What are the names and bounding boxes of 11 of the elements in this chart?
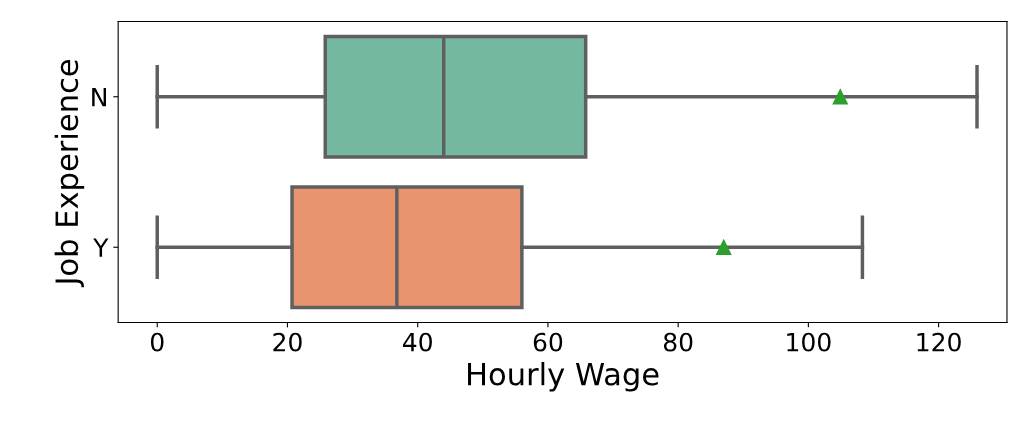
x-tick-label: 60 xyxy=(533,332,563,352)
x-tick-label: 0 xyxy=(150,332,164,352)
x-tick-label: 40 xyxy=(403,332,432,352)
x-tick-label: 80 xyxy=(663,332,693,352)
y-axis-title: Job Experience xyxy=(54,60,85,288)
x-tick-label: 100 xyxy=(787,332,831,352)
y-tick-label: N xyxy=(92,88,106,107)
y-tick-label: Y xyxy=(93,238,109,257)
x-axis-title: Hourly Wage xyxy=(468,361,659,392)
x-tick-label: 20 xyxy=(273,332,302,352)
x-tick-label: 120 xyxy=(917,332,961,352)
